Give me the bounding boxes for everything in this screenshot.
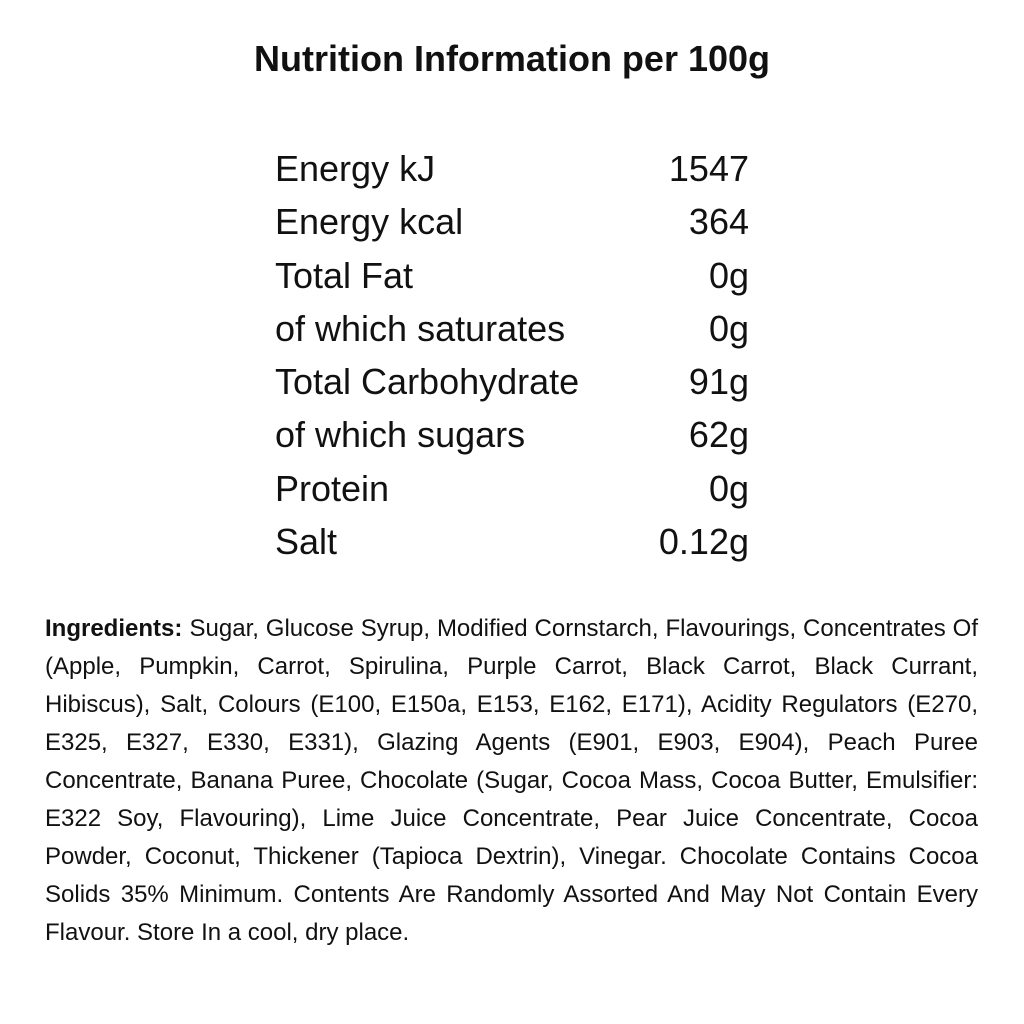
ingredients: Ingredients: Sugar, Glucose Syrup, Modifi…: [45, 610, 978, 952]
title: Nutrition Information per 100g: [253, 38, 771, 79]
table-row: Total Fat 0g: [275, 249, 749, 302]
nutrient-name: Protein: [275, 467, 390, 509]
nutrient-name: Total Carbohydrate: [275, 361, 580, 403]
nutrient-value: 0.12g: [658, 521, 749, 563]
table-row: of which sugars 62g: [275, 408, 749, 461]
nutrient-value: 1547: [668, 148, 749, 189]
nutrition-table: Energy kJ 1547 Energy kcal 364 Total Fat 0g of…: [275, 142, 749, 568]
table-row: Salt 0.12g: [275, 515, 749, 568]
table-row: Energy kcal 364: [275, 195, 749, 248]
nutrient-name: Salt: [275, 521, 338, 563]
nutrient-value: 91g: [688, 361, 749, 403]
ingredients-text: Sugar, Glucose Syrup, Modified Cornstarc…: [45, 615, 978, 946]
nutrient-name: Total Fat: [275, 254, 414, 296]
nutrient-name: of which sugars: [275, 414, 526, 456]
nutrient-value: 62g: [688, 414, 749, 456]
nutrient-value: 0g: [708, 254, 749, 296]
nutrient-name: of which saturates: [275, 307, 566, 349]
nutrient-value: 364: [688, 201, 749, 243]
nutrient-name: Energy kJ: [275, 148, 436, 189]
table-row: Energy kJ 1547: [275, 142, 749, 195]
table-row: Total Carbohydrate 91g: [275, 355, 749, 408]
ingredients-label: Ingredients:: [45, 615, 183, 642]
nutrient-name: Energy kcal: [275, 201, 464, 243]
table-row: of which saturates 0g: [275, 302, 749, 355]
nutrient-value: 0g: [708, 467, 749, 509]
nutrient-value: 0g: [708, 307, 749, 349]
table-row: Protein 0g: [275, 462, 749, 515]
